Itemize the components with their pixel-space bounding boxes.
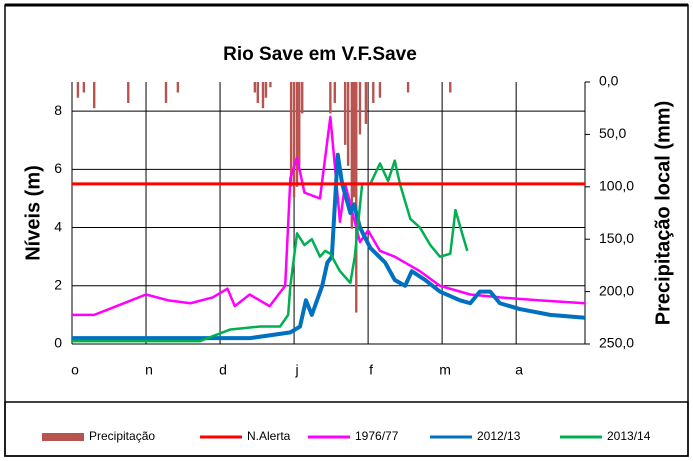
legend-label: 1976/77 [355,429,399,443]
precip-bar [358,82,362,135]
precip-bar [333,82,336,103]
legend-label: 2012/13 [477,429,521,443]
precip-bar [253,82,257,93]
precip-bar [298,82,301,166]
x-tick-label: a [515,362,523,378]
y2-tick-label: 250,0 [599,335,634,351]
precip-bar [269,82,272,88]
x-tick-label: o [71,362,79,378]
precip-bar [82,82,86,93]
precip-bar [346,82,350,166]
precip-bar [176,82,180,93]
precip-bar [364,82,368,124]
y-tick-label: 6 [54,160,62,176]
legend-label: Precipitação [89,429,155,443]
y2-axis-title: Precipitação local (mm) [652,101,674,326]
legend-label: 2013/14 [607,429,651,443]
precip-bar [372,82,375,103]
precip-bar [292,82,296,198]
y2-tick-label: 0,0 [599,73,619,89]
precip-bar [261,82,265,109]
precip-bar [329,82,332,114]
precip-bar [256,82,260,103]
precip-bar [355,82,358,313]
precip-bar [264,82,268,98]
x-tick-label: m [439,362,451,378]
precip-bar [378,82,382,98]
chart-title: Rio Save em V.F.Save [223,44,417,65]
y-tick-label: 0 [54,335,62,351]
x-tick-label: f [369,362,373,378]
legend-label: N.Alerta [247,429,291,443]
y-tick-label: 2 [54,276,62,292]
series-line [72,152,586,341]
y-tick-label: 4 [54,218,62,234]
precip-bar [93,82,96,109]
precip-bar [127,82,130,103]
precip-bar [295,82,299,187]
precip-bar [164,82,168,103]
y2-tick-label: 200,0 [599,282,634,298]
y2-tick-label: 150,0 [599,230,634,246]
x-tick-label: d [219,362,227,378]
y2-tick-label: 50,0 [599,125,626,141]
frame [4,4,689,457]
legend-box [4,401,689,457]
precip-bar [350,82,354,229]
series-line [72,159,469,343]
precip-bar [76,82,80,98]
precip-bar [343,82,347,145]
y-axis-title: Níveis (m) [22,165,44,261]
precip-bar [449,82,452,93]
precip-bar [352,82,356,198]
precip-bar [289,82,293,187]
y-tick-label: 8 [54,102,62,118]
y2-tick-label: 100,0 [599,178,634,194]
x-tick-label: n [145,362,153,378]
precip-bar [406,82,410,93]
precip-bar [301,82,304,114]
legend-swatch [42,433,84,441]
x-tick-label: j [295,362,299,378]
series-line [72,115,586,317]
